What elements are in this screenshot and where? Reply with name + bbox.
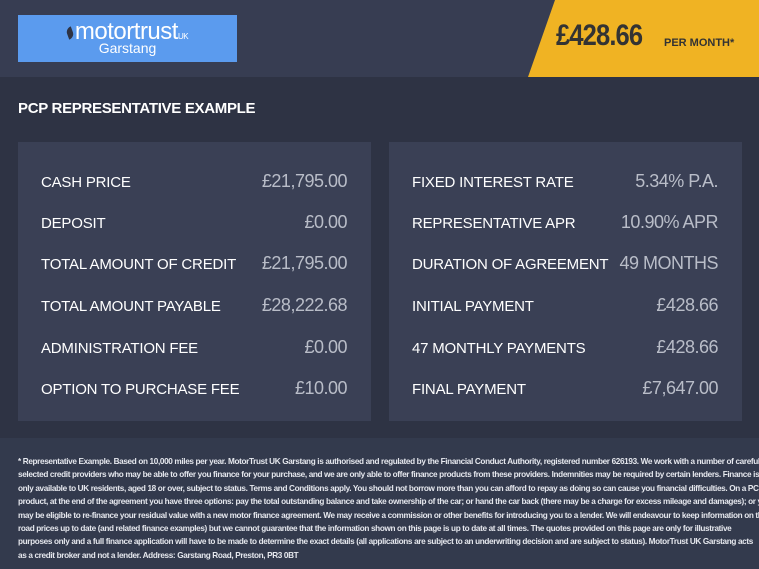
finance-row: CASH PRICE £21,795.00 xyxy=(41,171,348,193)
finance-row: TOTAL AMOUNT OF CREDIT £21,795.00 xyxy=(41,253,348,275)
logo-brand-line: motortrustUK xyxy=(18,18,237,46)
header: motortrustUK Garstang £428.66 PER MONTH* xyxy=(0,0,759,77)
finance-value: £0.00 xyxy=(304,212,347,232)
finance-value: 5.34% P.A. xyxy=(635,171,718,191)
finance-row: ADMINISTRATION FEE £0.00 xyxy=(41,337,347,359)
disclaimer-line: may be eligible to re-finance your resid… xyxy=(18,510,759,520)
finance-value: £7,647.00 xyxy=(642,378,718,398)
finance-row: 47 MONTHLY PAYMENTS £428.66 xyxy=(412,337,718,359)
finance-label: FIXED INTEREST RATE xyxy=(412,174,574,191)
logo-suffix: UK xyxy=(177,32,189,41)
finance-row: REPRESENTATIVE APR 10.90% APR xyxy=(412,212,719,234)
section-title: PCP REPRESENTATIVE EXAMPLE xyxy=(18,100,256,117)
finance-row: FIXED INTEREST RATE 5.34% P.A. xyxy=(412,171,718,193)
disclaimer-line: only available to UK residents, aged 18 … xyxy=(18,483,759,493)
finance-value: 10.90% APR xyxy=(620,212,719,232)
finance-panel-right: FIXED INTEREST RATE 5.34% P.A. REPRESENTAT… xyxy=(389,142,742,421)
finance-label: OPTION TO PURCHASE FEE xyxy=(41,381,240,398)
finance-row: DEPOSIT £0.00 xyxy=(41,212,347,234)
disclaimer-line: as a credit broker and not a lender. Add… xyxy=(18,550,299,560)
dealer-logo[interactable]: motortrustUK Garstang xyxy=(18,15,237,62)
disclaimer-line: selected credit providers who may be abl… xyxy=(18,470,759,480)
disclaimer-line: purposes only and a full finance applica… xyxy=(18,537,753,547)
finance-value: 49 MONTHS xyxy=(619,253,718,273)
disclaimer-line: road prices up to date (and related fina… xyxy=(18,524,732,533)
finance-label: TOTAL AMOUNT OF CREDIT xyxy=(41,256,237,273)
finance-value: £0.00 xyxy=(304,337,347,357)
logo-location: Garstang xyxy=(98,40,157,56)
finance-label: CASH PRICE xyxy=(41,174,131,191)
monthly-price-badge: £428.66 PER MONTH* xyxy=(528,0,759,77)
finance-value: £428.66 xyxy=(656,337,718,357)
finance-value: £21,795.00 xyxy=(261,253,348,273)
finance-label: TOTAL AMOUNT PAYABLE xyxy=(41,298,221,315)
finance-label: DEPOSIT xyxy=(41,215,106,232)
logo-brand: motortrust xyxy=(74,18,179,45)
per-month-label: PER MONTH* xyxy=(664,37,735,49)
finance-label: REPRESENTATIVE APR xyxy=(412,215,576,232)
finance-row: TOTAL AMOUNT PAYABLE £28,222.68 xyxy=(41,295,348,317)
finance-label: FINAL PAYMENT xyxy=(412,381,526,398)
disclaimer-footer: * Representative Example. Based on 10,00… xyxy=(0,438,759,569)
finance-value: £28,222.68 xyxy=(261,295,348,315)
disclaimer-line: * Representative Example. Based on 10,00… xyxy=(18,457,759,466)
finance-value: £428.66 xyxy=(656,295,718,315)
finance-row: INITIAL PAYMENT £428.66 xyxy=(412,295,718,317)
leaf-icon xyxy=(65,26,75,40)
finance-row: FINAL PAYMENT £7,647.00 xyxy=(412,378,718,400)
finance-row: OPTION TO PURCHASE FEE £10.00 xyxy=(41,378,348,400)
finance-panel-left: CASH PRICE £21,795.00 DEPOSIT £0.00 TOTAL AM… xyxy=(18,142,371,421)
finance-label: ADMINISTRATION FEE xyxy=(41,340,198,357)
finance-label: INITIAL PAYMENT xyxy=(412,298,534,315)
finance-label: 47 MONTHLY PAYMENTS xyxy=(412,340,586,357)
finance-value: £10.00 xyxy=(294,378,348,398)
monthly-price: £428.66 xyxy=(556,19,643,52)
finance-label: DURATION OF AGREEMENT xyxy=(412,256,609,273)
disclaimer-line: product, at the end of the agreement you… xyxy=(18,497,759,507)
finance-value: £21,795.00 xyxy=(261,171,348,191)
finance-row: DURATION OF AGREEMENT 49 MONTHS xyxy=(412,253,718,275)
